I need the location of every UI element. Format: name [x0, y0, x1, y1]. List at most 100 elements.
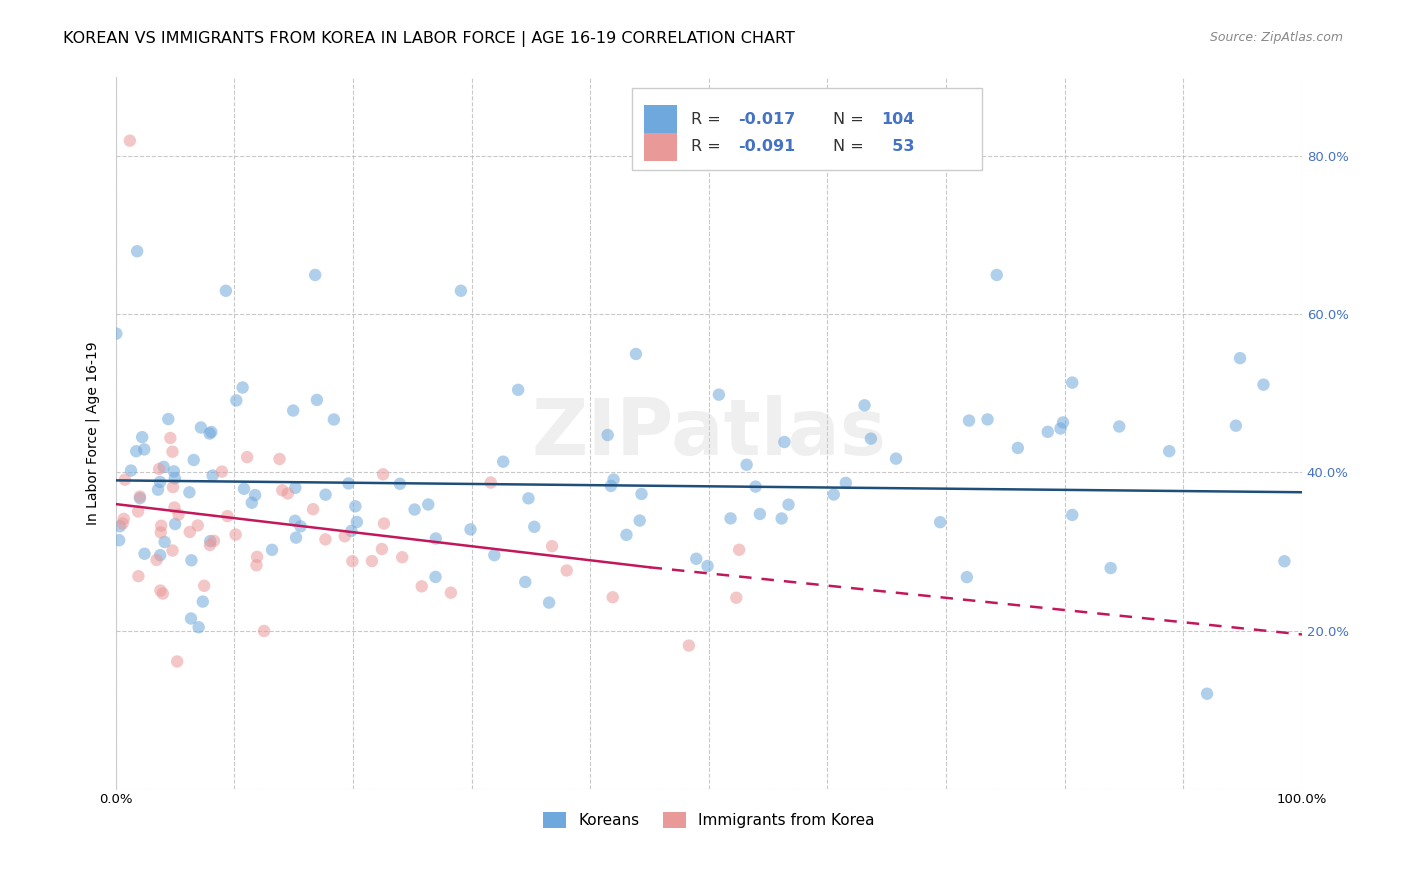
Point — [162, 444, 184, 458]
Point — [322, 412, 344, 426]
Point — [508, 383, 530, 397]
Point — [290, 519, 312, 533]
Text: 53: 53 — [882, 139, 914, 154]
Point — [246, 549, 269, 564]
Point — [823, 487, 845, 501]
Point — [284, 514, 307, 528]
Text: Source: ZipAtlas.com: Source: ZipAtlas.com — [1209, 31, 1343, 45]
Point — [1062, 508, 1084, 522]
Point — [1099, 561, 1122, 575]
Point — [233, 482, 256, 496]
Point — [187, 620, 209, 634]
Point — [236, 450, 259, 464]
Legend: Koreans, Immigrants from Korea: Koreans, Immigrants from Korea — [537, 806, 880, 834]
Point — [596, 428, 619, 442]
Point — [146, 483, 169, 497]
Point — [118, 134, 141, 148]
Point — [1052, 416, 1074, 430]
Point — [134, 547, 156, 561]
Point — [1197, 687, 1219, 701]
Point — [111, 516, 134, 531]
Point — [217, 509, 239, 524]
Point — [411, 579, 433, 593]
Point — [853, 398, 876, 412]
Point — [125, 444, 148, 458]
Point — [517, 491, 540, 506]
Point — [479, 475, 502, 490]
Y-axis label: In Labor Force | Age 16-19: In Labor Force | Age 16-19 — [86, 341, 100, 524]
Point — [134, 442, 156, 457]
Point — [678, 639, 700, 653]
Point — [770, 511, 793, 525]
Text: 104: 104 — [882, 112, 914, 127]
Point — [127, 569, 149, 583]
Text: -0.091: -0.091 — [738, 139, 796, 154]
Point — [269, 452, 291, 467]
Point — [884, 451, 907, 466]
Point — [198, 538, 221, 552]
Point — [725, 591, 748, 605]
Point — [602, 591, 624, 605]
Text: N =: N = — [834, 139, 869, 154]
Point — [371, 467, 394, 482]
Point — [773, 435, 796, 450]
Point — [180, 553, 202, 567]
Point — [305, 392, 328, 407]
Point — [728, 542, 751, 557]
Point — [1049, 421, 1071, 435]
Point — [707, 387, 730, 401]
Point — [986, 268, 1008, 282]
Point — [131, 430, 153, 444]
Point — [129, 491, 152, 505]
Point — [271, 483, 294, 498]
Point — [346, 515, 368, 529]
Point — [440, 585, 463, 599]
Point — [198, 426, 221, 441]
Point — [630, 487, 652, 501]
Bar — [644, 133, 676, 161]
Point — [152, 459, 174, 474]
Point — [166, 655, 188, 669]
Point — [744, 480, 766, 494]
Point — [602, 473, 624, 487]
Point — [179, 524, 201, 539]
Point — [404, 502, 426, 516]
Point — [302, 502, 325, 516]
Point — [108, 533, 131, 548]
Point — [344, 500, 367, 514]
Point — [315, 488, 337, 502]
Point — [957, 413, 980, 427]
Point — [778, 498, 800, 512]
Point — [232, 380, 254, 394]
Point — [450, 284, 472, 298]
Point — [191, 594, 214, 608]
Point — [201, 468, 224, 483]
Point — [215, 284, 238, 298]
Point — [388, 476, 411, 491]
Point — [253, 624, 276, 638]
Point — [152, 586, 174, 600]
Point — [167, 508, 190, 522]
Point — [149, 548, 172, 562]
Bar — [631, 88, 981, 169]
Point — [163, 464, 186, 478]
Point — [127, 244, 149, 259]
Point — [616, 528, 638, 542]
Point — [538, 596, 561, 610]
Point — [240, 496, 263, 510]
Point — [492, 455, 515, 469]
Point — [162, 543, 184, 558]
Text: R =: R = — [692, 139, 725, 154]
Point — [159, 431, 181, 445]
Point — [187, 518, 209, 533]
Point — [260, 542, 283, 557]
Bar — [644, 105, 676, 134]
Point — [200, 534, 222, 549]
Point — [859, 432, 882, 446]
Point — [149, 525, 172, 540]
Text: ZIPatlas: ZIPatlas — [531, 395, 886, 471]
Point — [180, 611, 202, 625]
Point — [163, 471, 186, 485]
Point — [153, 535, 176, 549]
Point — [105, 326, 128, 341]
